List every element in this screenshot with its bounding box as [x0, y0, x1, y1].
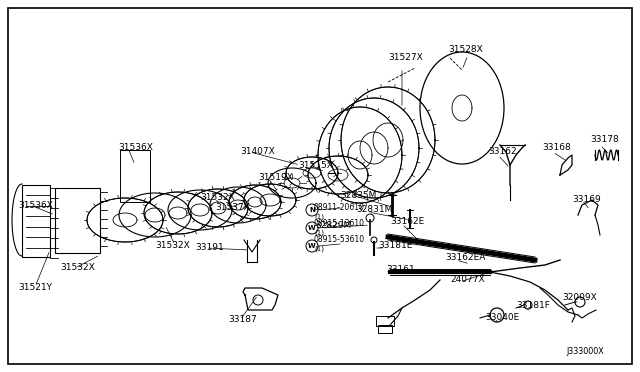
Text: 08915-13610: 08915-13610 — [314, 219, 365, 228]
Text: 31532X: 31532X — [60, 263, 95, 273]
Text: 31515X: 31515X — [298, 160, 333, 170]
Text: 32831M: 32831M — [356, 205, 392, 215]
Bar — [22, 185, 50, 257]
Text: 24077X: 24077X — [450, 276, 484, 285]
Bar — [120, 150, 150, 202]
Text: 33161: 33161 — [386, 266, 415, 275]
Text: 33162E: 33162E — [390, 218, 424, 227]
Text: 31519X: 31519X — [258, 173, 293, 183]
Text: 31532X: 31532X — [155, 241, 189, 250]
Text: 33191: 33191 — [195, 244, 224, 253]
Text: 31536X: 31536X — [18, 201, 53, 209]
Text: 31532X: 31532X — [200, 193, 235, 202]
Text: 32835M: 32835M — [340, 190, 376, 199]
Text: 32829M: 32829M — [315, 221, 351, 230]
Text: 33187: 33187 — [228, 315, 257, 324]
Text: (1): (1) — [314, 246, 324, 252]
Text: 32009X: 32009X — [562, 294, 596, 302]
Text: 08915-53610: 08915-53610 — [314, 235, 365, 244]
Text: 33181E: 33181E — [378, 241, 412, 250]
Text: 31521Y: 31521Y — [18, 282, 52, 292]
Text: J333000X: J333000X — [566, 347, 604, 356]
Text: 31527X: 31527X — [388, 54, 423, 62]
Text: 31528X: 31528X — [448, 45, 483, 55]
Text: (1): (1) — [314, 214, 324, 220]
Bar — [378, 325, 392, 333]
Text: 33181F: 33181F — [516, 301, 550, 311]
Text: W: W — [308, 243, 316, 249]
Text: 31536X: 31536X — [118, 144, 153, 153]
Text: 33178: 33178 — [590, 135, 619, 144]
Bar — [55, 188, 100, 253]
Text: 31537X: 31537X — [215, 203, 250, 212]
Bar — [376, 316, 394, 326]
Text: 33162: 33162 — [488, 148, 516, 157]
Text: 33168: 33168 — [542, 144, 571, 153]
Text: N: N — [309, 207, 315, 213]
Text: 33162EA: 33162EA — [445, 253, 485, 263]
Text: (1): (1) — [314, 230, 324, 236]
Text: W: W — [308, 225, 316, 231]
Text: 08911-20610: 08911-20610 — [314, 203, 365, 212]
Text: 33169: 33169 — [572, 196, 601, 205]
Text: 31407X: 31407X — [240, 148, 275, 157]
Text: 33040E: 33040E — [485, 314, 519, 323]
